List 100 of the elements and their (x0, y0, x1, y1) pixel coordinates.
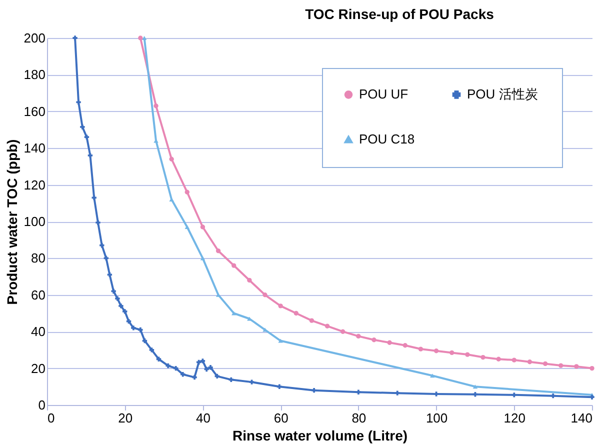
point (80, 124, 85, 130)
x-tick-label: 140 (570, 410, 592, 426)
point (402, 343, 408, 348)
y-tick-label: 40 (31, 324, 46, 340)
point (480, 354, 486, 360)
chart-title: TOC Rinse-up of POU Packs (305, 6, 494, 22)
y-tick-label: 180 (24, 67, 46, 82)
point (180, 372, 186, 377)
point (558, 363, 564, 368)
point (166, 363, 170, 368)
point (200, 256, 206, 260)
point (356, 390, 361, 394)
point (96, 220, 100, 225)
point (122, 309, 128, 314)
point (356, 334, 361, 339)
point (574, 364, 579, 369)
point (156, 356, 162, 362)
point (512, 358, 516, 362)
y-tick-label: 60 (31, 287, 46, 302)
point (208, 365, 213, 370)
point (247, 278, 252, 283)
point (590, 394, 594, 400)
x-tick-label: 120 (504, 410, 526, 426)
point (88, 153, 93, 158)
point (278, 304, 283, 308)
point (72, 36, 78, 40)
point (262, 292, 268, 298)
y-tick-label: 140 (24, 140, 46, 156)
x-tick-label: 80 (352, 410, 366, 426)
y-tick-label: 80 (31, 250, 46, 266)
point (434, 392, 439, 396)
point (309, 318, 314, 323)
point (527, 360, 532, 364)
point (138, 327, 143, 332)
point (340, 329, 346, 334)
point (138, 36, 143, 40)
point (395, 390, 400, 396)
point (100, 243, 104, 248)
point (92, 195, 96, 200)
point (200, 358, 206, 364)
point (277, 384, 282, 389)
y-tick-label: 200 (24, 30, 46, 46)
x-tick-label: 20 (118, 410, 133, 426)
x-axis-title: Rinse water volume (Litre) (232, 428, 408, 444)
point (249, 380, 254, 384)
y-axis-title: Product water TOC (ppb) (4, 139, 20, 305)
point (184, 224, 190, 230)
point (192, 374, 197, 380)
y-tick-label: 100 (24, 214, 46, 229)
y-tick-label: 120 (24, 177, 46, 192)
point (434, 348, 439, 354)
x-tick-label: 60 (274, 410, 288, 426)
point (228, 377, 234, 382)
point (104, 256, 109, 261)
point (149, 348, 154, 352)
point (154, 104, 158, 108)
legend-label: POU 活性炭 (467, 86, 538, 102)
x-tick-label: 40 (196, 410, 210, 426)
point (126, 318, 132, 324)
point (542, 361, 548, 366)
legend-label: POU C18 (359, 132, 415, 146)
point (216, 248, 221, 254)
y-tick-label: 0 (38, 398, 46, 412)
point (372, 338, 376, 342)
point (204, 366, 209, 372)
point (76, 100, 81, 105)
point (169, 156, 174, 162)
point (84, 134, 90, 140)
point (450, 350, 454, 356)
point (418, 346, 424, 352)
x-tick-label: 0 (48, 410, 55, 426)
point (465, 352, 470, 357)
x-tick-label: 100 (426, 410, 448, 426)
point (214, 374, 220, 379)
y-tick-label: 20 (31, 360, 46, 376)
point (496, 356, 501, 362)
point (294, 310, 298, 316)
point (387, 340, 392, 345)
point (107, 272, 112, 278)
y-tick-label: 160 (24, 104, 46, 119)
point (232, 311, 236, 316)
point (472, 384, 478, 389)
point (512, 392, 516, 398)
point (590, 366, 594, 371)
point (184, 190, 190, 194)
point (115, 296, 120, 301)
point (232, 263, 236, 268)
point (174, 366, 178, 371)
point (111, 288, 116, 294)
point (324, 324, 330, 328)
point (131, 326, 136, 330)
point (118, 304, 124, 308)
legend-label: POU UF (359, 86, 408, 102)
point (200, 224, 206, 230)
point (472, 392, 478, 397)
point (278, 338, 283, 343)
point (430, 374, 435, 378)
point (142, 36, 147, 40)
point (550, 393, 556, 398)
point (312, 388, 316, 393)
